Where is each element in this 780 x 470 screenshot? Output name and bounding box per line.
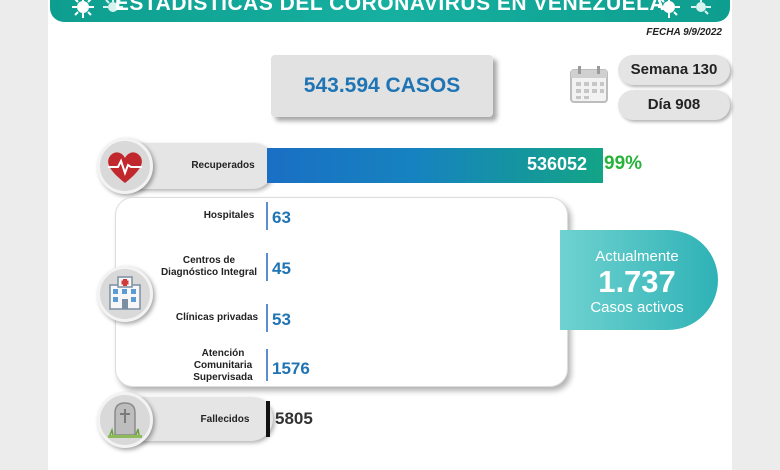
heart-icon-badge [97,138,153,194]
clinics-divider [266,304,268,332]
virus-icon [103,0,123,12]
recovered-bar [267,148,603,183]
active-cases-value: 1.737 [598,264,676,299]
title-banner: ESTADÍSTICAS DEL CORONAVIRUS EN VENEZUEL… [50,0,730,22]
hospital-icon [109,276,141,310]
acs-label-line2: Comunitaria [193,360,253,371]
page-title: ESTADÍSTICAS DEL CORONAVIRUS EN VENEZUEL… [114,0,666,15]
calendar-icon [570,66,608,103]
total-cases-value: 543.594 CASOS [303,74,461,97]
active-cases-box [560,230,718,330]
acs-label: Atención Comunitaria Supervisada [188,348,258,384]
cdi-divider [266,253,268,281]
recovered-percent: 99% [604,153,643,174]
acs-label-line3: Supervisada [193,372,253,383]
day-badge: Día 908 [618,90,730,120]
active-cases-caption: Actualmente [595,248,679,265]
virus-icon [691,0,711,15]
cdi-value: 45 [272,259,291,278]
clinics-label: Clínicas privadas [175,312,259,323]
week-badge: Semana 130 [618,55,730,85]
virus-icon [72,0,94,18]
active-cases-label: Casos activos [590,299,684,316]
clinics-value: 53 [272,310,291,329]
tombstone-icon-badge [97,392,153,448]
acs-value: 1576 [272,359,310,378]
cdi-label-line2: Diagnóstico Integral [160,267,258,278]
cdi-label: Centros de Diagnóstico Integral [157,255,261,279]
hospital-icon-badge [97,266,153,322]
hospitals-divider [266,202,268,230]
hospitals-label: Hospitales [203,210,255,221]
recovered-value: 536052 [527,154,588,174]
hospitals-value: 63 [272,208,291,227]
virus-icon [658,0,680,18]
deceased-value: 5805 [275,409,313,428]
tombstone-icon [108,402,142,438]
heart-icon [108,152,142,183]
deceased-bar [266,401,270,437]
recovered-label: Recuperados [191,160,255,171]
deceased-label: Fallecidos [200,414,250,425]
cdi-label-line1: Centros de [182,255,236,266]
facilities-panel [115,197,568,387]
acs-divider [266,349,268,381]
total-cases-box: 543.594 CASOS [271,55,493,117]
report-date: FECHA 9/9/2022 [646,27,722,38]
acs-label-line1: Atención [201,348,245,359]
